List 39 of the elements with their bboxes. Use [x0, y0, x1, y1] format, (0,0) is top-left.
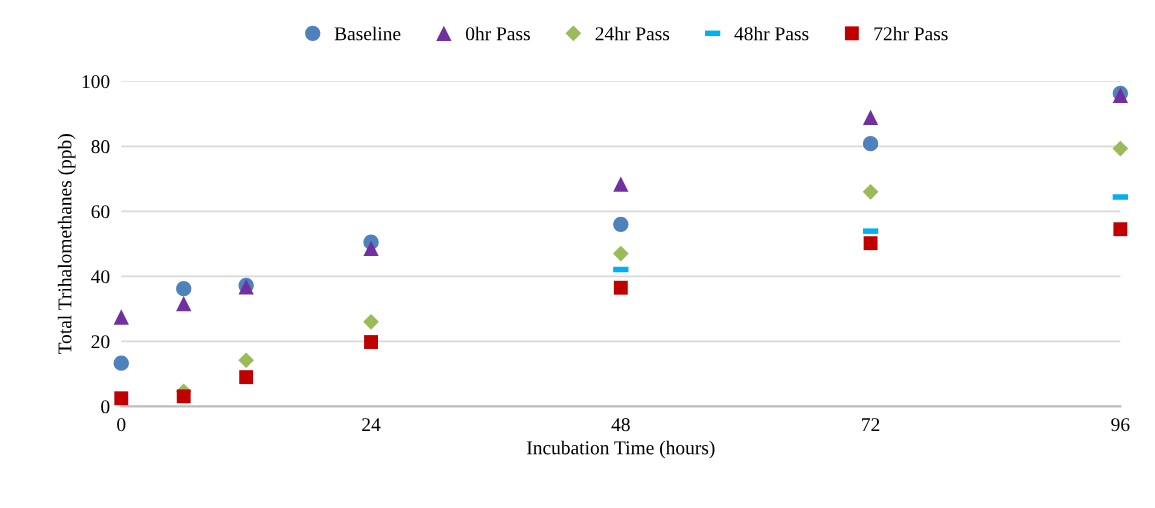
point [113, 309, 129, 325]
point [238, 352, 255, 369]
y-axis-title: Total Trihalomethanes (ppb) [57, 134, 76, 355]
point [863, 236, 878, 251]
point [239, 370, 254, 385]
legend-label: Baseline [334, 26, 401, 41]
point [364, 335, 378, 349]
x-axis-title: Incubation Time (hours) [526, 440, 715, 459]
point [363, 240, 379, 257]
x-tick-label: 72 [862, 418, 880, 431]
y-tick-label: 20 [91, 335, 110, 349]
y-tick-label: 100 [82, 75, 110, 89]
point [176, 296, 192, 312]
point [862, 136, 879, 152]
y-tick-label: 0 [101, 400, 110, 414]
point [862, 109, 879, 126]
point [1113, 222, 1128, 237]
x-tick-label: 96 [1111, 418, 1130, 432]
point [612, 245, 629, 262]
point [176, 281, 192, 297]
point [613, 216, 629, 232]
legend-label: 48hr Pass [734, 26, 809, 41]
y-tick-label: 40 [91, 270, 110, 284]
point [114, 391, 129, 406]
legend-label: 24hr Pass [595, 26, 670, 41]
point [613, 176, 629, 192]
legend-label: 0hr Pass [465, 26, 530, 41]
x-tick-label: 0 [117, 418, 126, 432]
y-tick-label: 60 [91, 205, 110, 219]
point [113, 355, 129, 371]
y-tick-label: 80 [91, 140, 110, 154]
legend-label: 72hr Pass [874, 26, 948, 41]
point [613, 280, 628, 295]
point [363, 314, 379, 330]
point [1112, 140, 1129, 157]
point [862, 183, 879, 200]
x-tick-label: 24 [362, 418, 381, 431]
x-tick-label: 48 [611, 418, 630, 432]
point [176, 389, 191, 404]
